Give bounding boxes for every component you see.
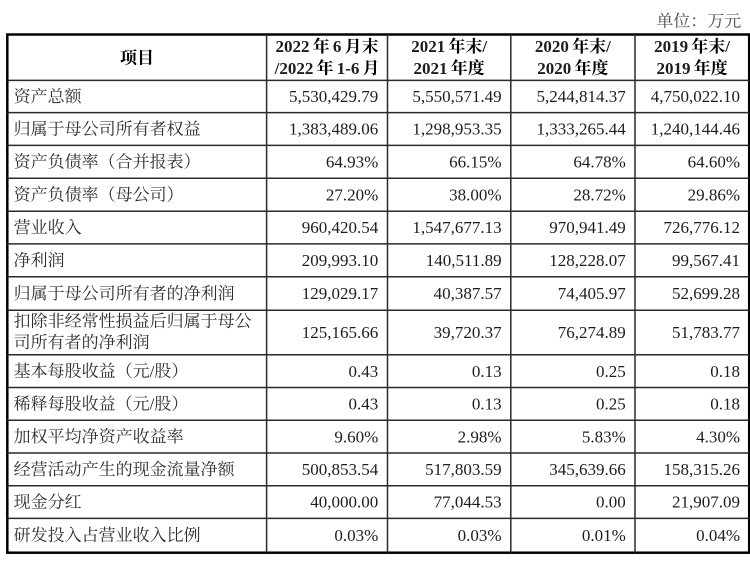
svg-text:0.25: 0.25 <box>596 362 626 381</box>
svg-text:52,699.28: 52,699.28 <box>672 284 740 303</box>
svg-text:125,165.66: 125,165.66 <box>302 323 379 342</box>
svg-text:5.83%: 5.83% <box>582 427 626 446</box>
svg-text:1,240,144.46: 1,240,144.46 <box>651 120 740 139</box>
svg-text:1,333,265.44: 1,333,265.44 <box>537 120 627 139</box>
svg-text:2019: 2019 <box>657 59 691 78</box>
svg-text:209,993.10: 209,993.10 <box>302 251 379 270</box>
svg-text:0.25: 0.25 <box>596 395 626 414</box>
svg-text:2020: 2020 <box>535 37 569 56</box>
svg-text:517,803.59: 517,803.59 <box>425 460 502 479</box>
svg-text:5,550,571.49: 5,550,571.49 <box>412 87 501 106</box>
svg-text:/: / <box>724 37 730 56</box>
svg-text:0.18: 0.18 <box>710 395 740 414</box>
svg-text:64.78%: 64.78% <box>573 153 625 172</box>
svg-text:/: / <box>605 37 611 56</box>
svg-text:27.20%: 27.20% <box>326 185 378 204</box>
svg-text:6: 6 <box>333 37 342 56</box>
svg-text:40,000.00: 40,000.00 <box>310 493 378 512</box>
svg-text:129,029.17: 129,029.17 <box>302 284 379 303</box>
svg-text:76,274.89: 76,274.89 <box>558 323 626 342</box>
svg-text:726,776.12: 726,776.12 <box>664 218 741 237</box>
svg-text:21,907.09: 21,907.09 <box>672 493 740 512</box>
svg-text:2.98%: 2.98% <box>458 427 502 446</box>
svg-text:1,298,953.35: 1,298,953.35 <box>412 120 501 139</box>
svg-text:28.72%: 28.72% <box>573 185 625 204</box>
svg-text:1-6: 1-6 <box>337 59 360 78</box>
svg-text:51,783.77: 51,783.77 <box>672 323 741 342</box>
svg-text:4.30%: 4.30% <box>696 427 740 446</box>
svg-text:128,228.07: 128,228.07 <box>549 251 626 270</box>
svg-text:2021: 2021 <box>411 37 445 56</box>
svg-text:1,383,489.06: 1,383,489.06 <box>289 120 378 139</box>
svg-text:0.03%: 0.03% <box>458 526 502 545</box>
svg-text:0.03%: 0.03% <box>334 526 378 545</box>
svg-text:/: / <box>150 362 155 381</box>
svg-text:29.86%: 29.86% <box>688 185 740 204</box>
svg-text:2019: 2019 <box>654 37 688 56</box>
svg-text:64.93%: 64.93% <box>326 153 378 172</box>
svg-text:158,315.26: 158,315.26 <box>664 460 741 479</box>
svg-text:0.43: 0.43 <box>349 395 379 414</box>
svg-text:0.01%: 0.01% <box>582 526 626 545</box>
svg-text:/: / <box>150 395 155 414</box>
svg-text:0.04%: 0.04% <box>696 526 740 545</box>
svg-text:2020: 2020 <box>537 59 571 78</box>
svg-text:40,387.57: 40,387.57 <box>434 284 503 303</box>
svg-text:99,567.41: 99,567.41 <box>672 251 740 270</box>
svg-text:4,750,022.10: 4,750,022.10 <box>651 87 740 106</box>
svg-text:345,639.66: 345,639.66 <box>549 460 626 479</box>
svg-text:0.43: 0.43 <box>349 362 379 381</box>
svg-text:0.13: 0.13 <box>472 362 502 381</box>
svg-text:38.00%: 38.00% <box>449 185 501 204</box>
svg-text:2022: 2022 <box>276 37 310 56</box>
svg-text:0.00: 0.00 <box>596 493 626 512</box>
svg-text:500,853.54: 500,853.54 <box>302 460 379 479</box>
svg-text:0.18: 0.18 <box>710 362 740 381</box>
svg-text:970,941.49: 970,941.49 <box>549 218 626 237</box>
svg-text:2021: 2021 <box>414 59 448 78</box>
svg-text:5,530,429.79: 5,530,429.79 <box>289 87 378 106</box>
svg-text:74,405.97: 74,405.97 <box>558 284 627 303</box>
svg-text:9.60%: 9.60% <box>334 427 378 446</box>
svg-text:66.15%: 66.15% <box>449 153 501 172</box>
svg-text:/: / <box>481 37 487 56</box>
svg-text:5,244,814.37: 5,244,814.37 <box>537 87 627 106</box>
svg-text:77,044.53: 77,044.53 <box>434 493 502 512</box>
svg-text:1,547,677.13: 1,547,677.13 <box>412 218 501 237</box>
svg-text:64.60%: 64.60% <box>688 153 740 172</box>
svg-text:/2022: /2022 <box>274 59 314 78</box>
svg-text:140,511.89: 140,511.89 <box>426 251 502 270</box>
svg-text:960,420.54: 960,420.54 <box>302 218 379 237</box>
svg-text:39,720.37: 39,720.37 <box>434 323 503 342</box>
svg-text:0.13: 0.13 <box>472 395 502 414</box>
